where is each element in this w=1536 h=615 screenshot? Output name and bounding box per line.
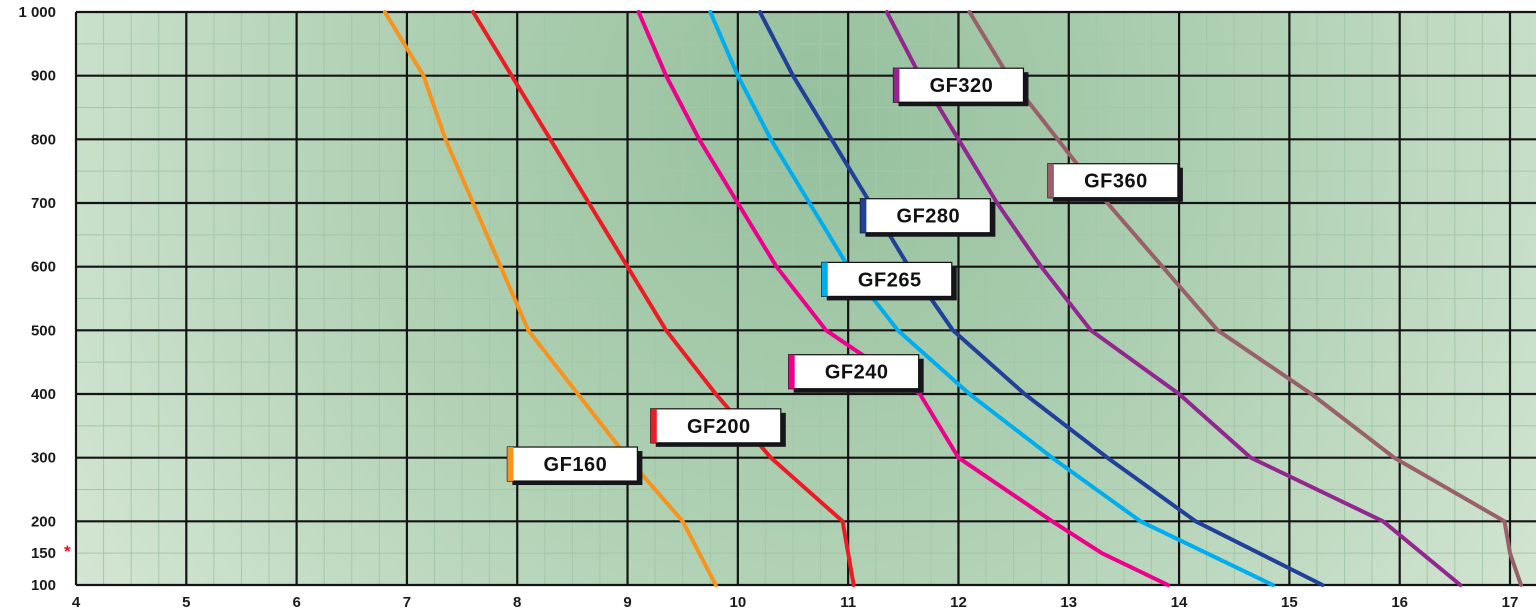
y-tick-400: 400: [31, 386, 56, 403]
curve-label-gf360: GF360: [1047, 163, 1183, 202]
label-box: [859, 198, 991, 234]
x-tick-10: 10: [730, 594, 747, 611]
x-tick-15: 15: [1281, 594, 1298, 611]
x-tick-11: 11: [840, 594, 856, 611]
label-color-bar: [1047, 163, 1054, 198]
x-axis-labels: 4 5 6 7 8 9 10 11 12 13 14 15 16 17: [72, 594, 1519, 611]
label-color-bar: [788, 354, 795, 389]
y-tick-700: 700: [31, 195, 56, 212]
y-tick-200: 200: [31, 513, 56, 530]
y-tick-300: 300: [31, 450, 56, 467]
label-text-gf280: GF280: [897, 206, 961, 228]
label-box: [892, 67, 1025, 103]
y-tick-600: 600: [31, 259, 56, 276]
label-text-gf200: GF200: [687, 416, 751, 438]
x-tick-9: 9: [623, 594, 631, 611]
x-tick-12: 12: [950, 594, 967, 611]
label-text-gf160: GF160: [544, 454, 608, 476]
y-tick-100: 100: [31, 577, 56, 594]
curve-label-gf320: GF320: [892, 67, 1029, 107]
curve-gf360: [967, 10, 1523, 587]
curve-gf320: [884, 10, 1463, 587]
x-tick-4: 4: [72, 594, 81, 611]
label-text-gf320: GF320: [930, 75, 994, 97]
label-color-bar: [860, 198, 867, 233]
label-color-bar: [650, 408, 657, 443]
label-color-bar: [893, 68, 900, 103]
x-tick-14: 14: [1171, 594, 1188, 611]
label-color-bar: [821, 262, 828, 297]
x-tick-16: 16: [1391, 594, 1408, 611]
curve-label-gf280: GF280: [859, 198, 996, 237]
x-tick-7: 7: [403, 594, 411, 611]
x-tick-17: 17: [1502, 594, 1519, 611]
curve-label-gf240: GF240: [788, 354, 924, 393]
y-tick-1000: 1 000: [18, 4, 56, 21]
label-text-gf265: GF265: [858, 269, 922, 291]
x-tick-8: 8: [513, 594, 521, 611]
label-box: [821, 261, 953, 297]
curve-label-gf265: GF265: [821, 261, 957, 301]
label-color-bar: [507, 447, 514, 482]
label-text-gf240: GF240: [825, 362, 889, 384]
y-tick-150: 150: [31, 545, 56, 562]
label-box: [1047, 163, 1179, 199]
x-tick-5: 5: [182, 594, 190, 611]
y-tick-900: 900: [31, 68, 56, 85]
x-tick-6: 6: [292, 594, 300, 611]
curve-gf240: [636, 10, 1170, 587]
major-gridlines: [74, 10, 1536, 587]
label-text-gf360: GF360: [1084, 171, 1148, 193]
curve-label-gf160: GF160: [506, 446, 643, 486]
y-axis-labels: 1 000 900 800 700 600 500 400 300 200 150 * 100: [18, 4, 71, 594]
y-tick-800: 800: [31, 131, 56, 148]
curve-gf200: [471, 10, 856, 587]
asterisk-marker: *: [64, 542, 71, 561]
curve-gf160: [382, 10, 718, 587]
curve-label-gf200: GF200: [650, 408, 786, 447]
y-tick-500: 500: [31, 322, 56, 339]
x-tick-13: 13: [1060, 594, 1077, 611]
